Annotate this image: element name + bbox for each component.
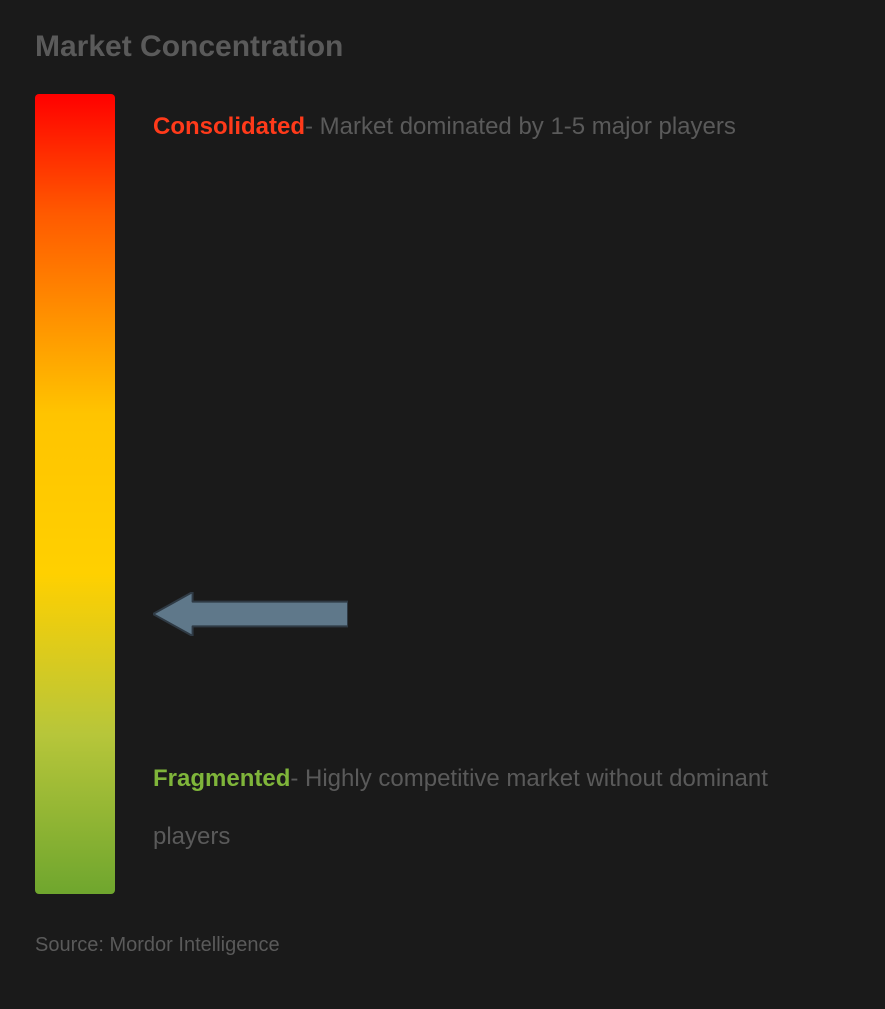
indicator-arrow-icon xyxy=(153,592,348,636)
text-column: Consolidated- Market dominated by 1-5 ma… xyxy=(153,94,850,894)
chart-title: Market Concentration xyxy=(35,30,850,64)
source-text: Source: Mordor Intelligence xyxy=(35,934,850,957)
concentration-gradient-bar xyxy=(35,94,115,894)
indicator-arrow-block xyxy=(153,592,348,641)
fragmented-label: Fragmented xyxy=(153,765,290,792)
consolidated-block: Consolidated- Market dominated by 1-5 ma… xyxy=(153,98,850,156)
consolidated-desc: - Market dominated by 1-5 major players xyxy=(305,113,736,140)
fragmented-block: Fragmented- Highly competitive market wi… xyxy=(153,750,850,865)
content-row: Consolidated- Market dominated by 1-5 ma… xyxy=(35,94,850,914)
consolidated-label: Consolidated xyxy=(153,113,305,140)
